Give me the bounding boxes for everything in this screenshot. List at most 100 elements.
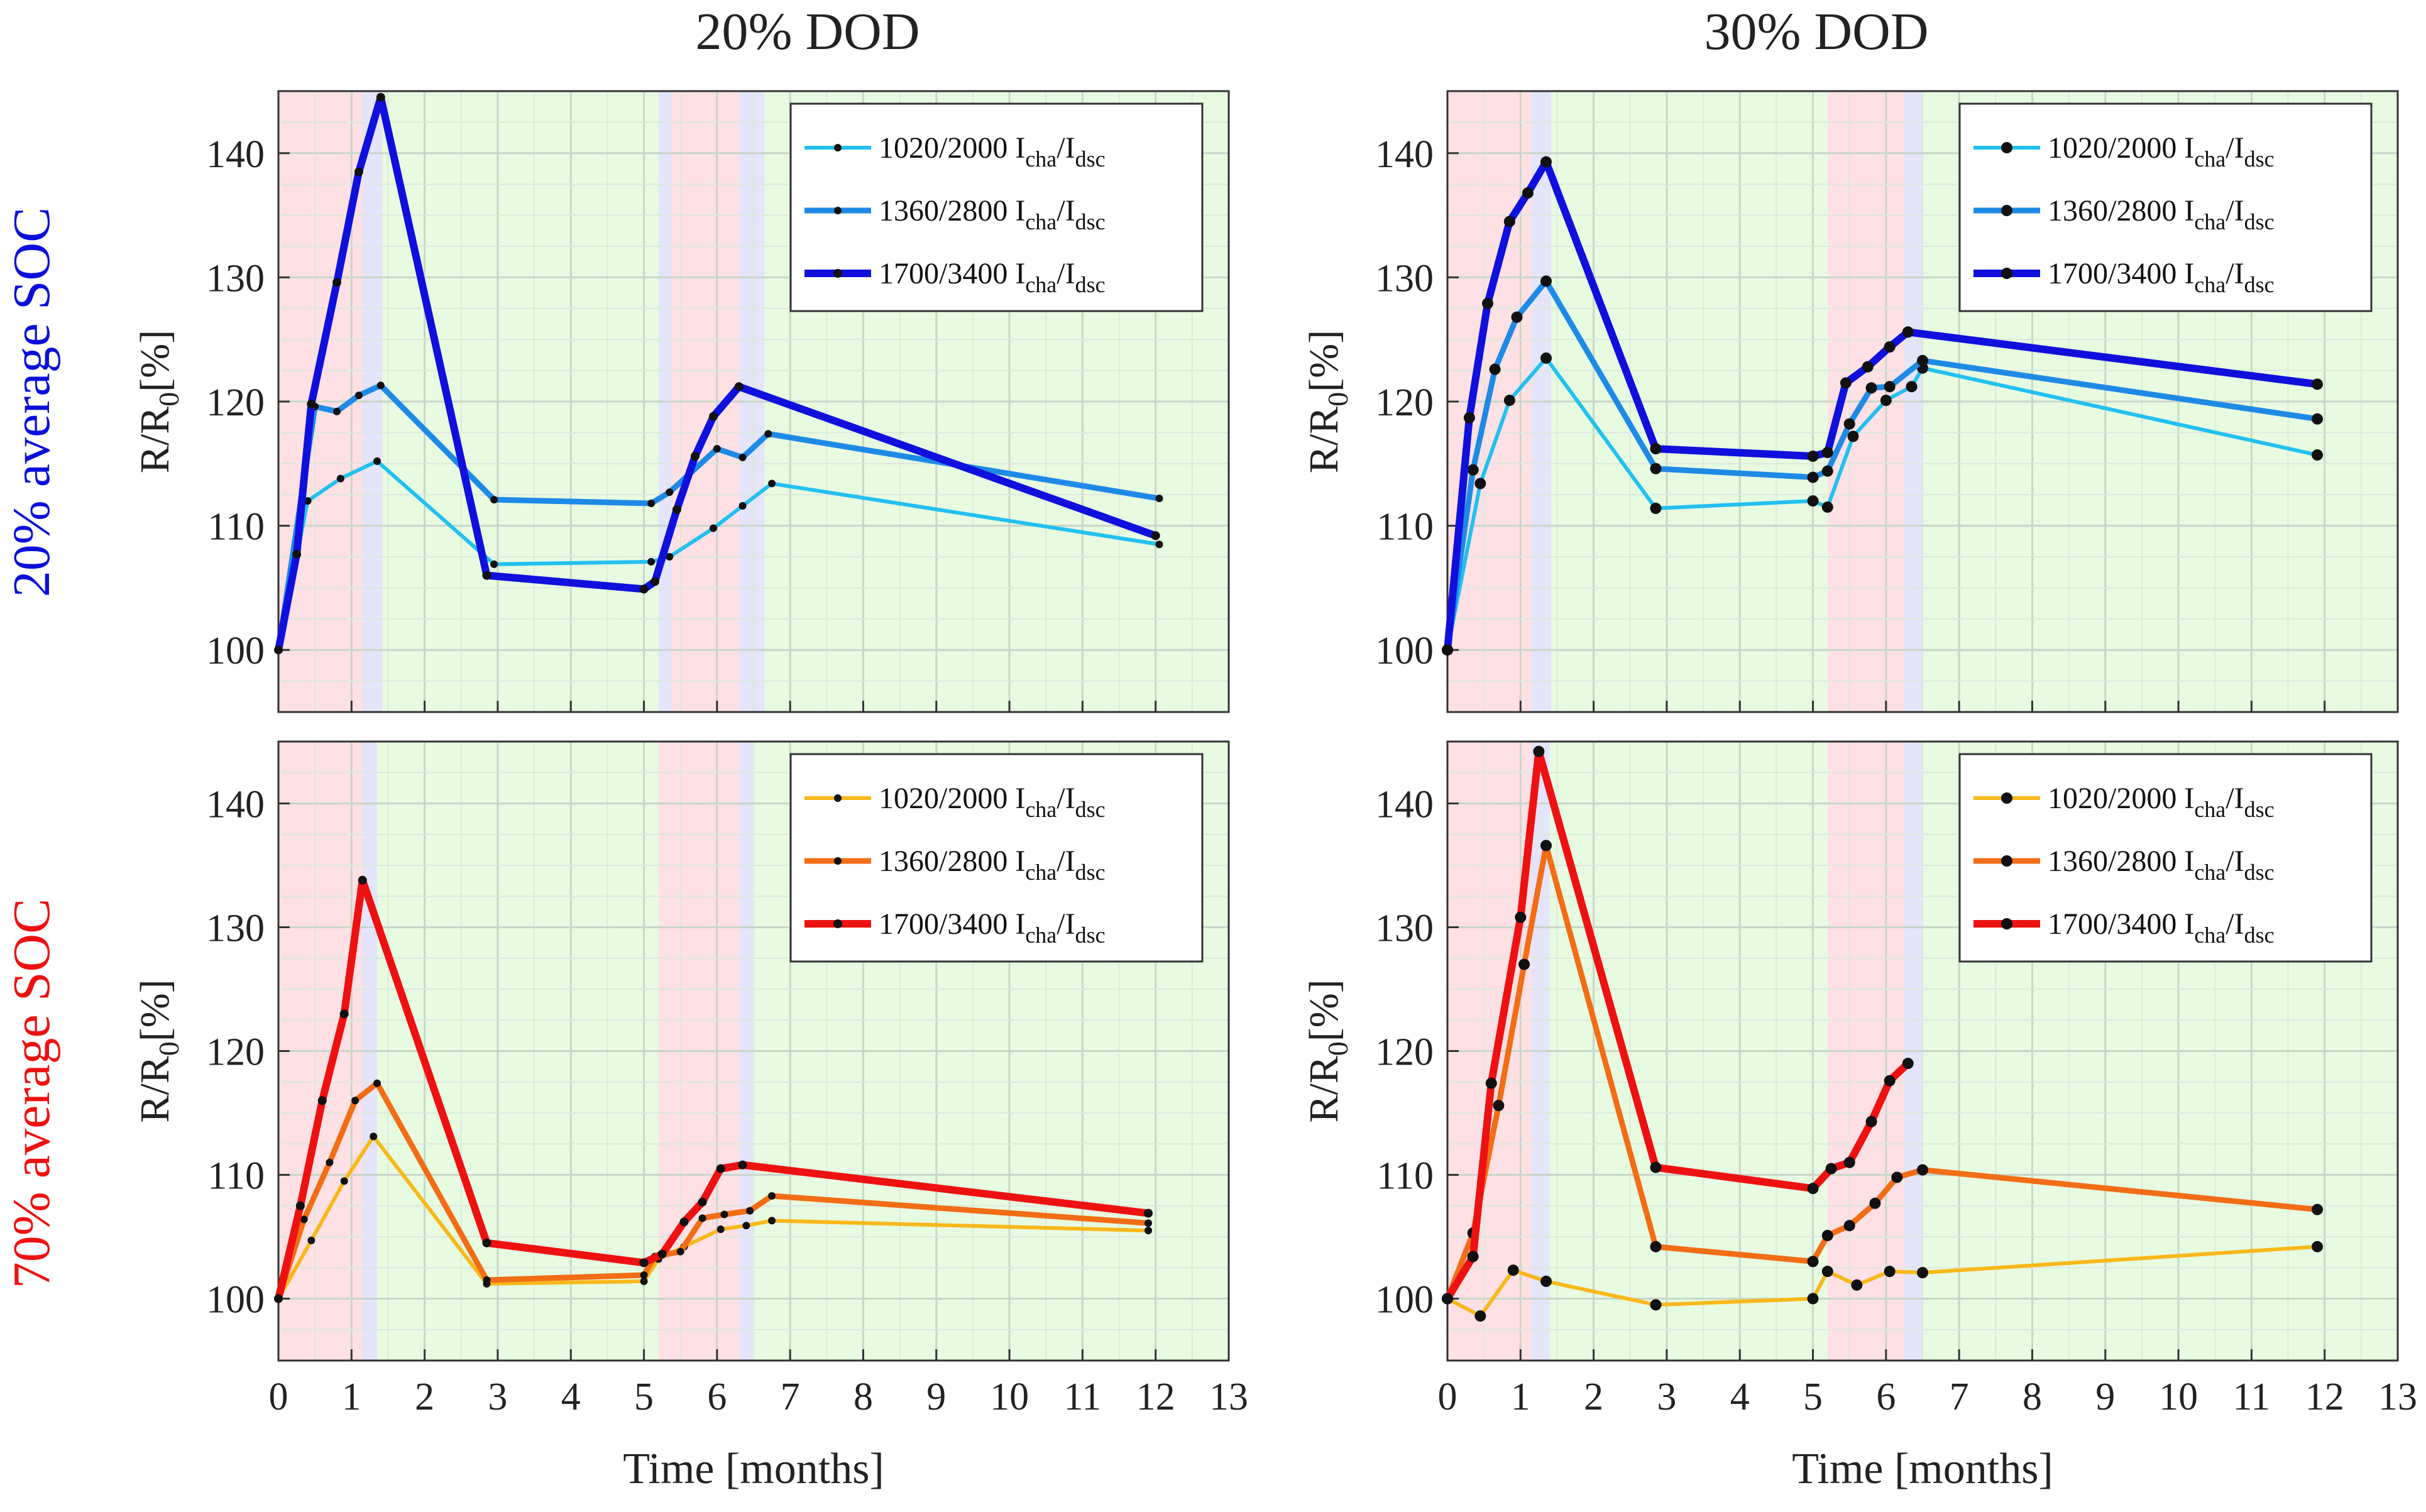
x-axis-label: Time [months] (1792, 1445, 2053, 1493)
x-tick-label: 13 (1209, 1376, 1248, 1418)
legend-marker (2001, 918, 2012, 929)
data-point (307, 399, 316, 408)
y-tick-label: 120 (206, 1031, 265, 1074)
data-point (1843, 1156, 1855, 1168)
data-point (351, 1097, 360, 1105)
x-tick-label: 9 (926, 1376, 946, 1418)
y-tick-label: 140 (1375, 784, 1434, 826)
data-point (300, 1215, 308, 1224)
data-point (746, 1207, 754, 1215)
y-tick-label: 100 (1375, 630, 1434, 672)
x-tick-label: 10 (2159, 1376, 2198, 1418)
data-point (1467, 1251, 1479, 1263)
data-point (710, 524, 718, 532)
legend-entry: 1020/2000 Icha/Idsc (879, 131, 1106, 172)
data-point (1650, 443, 1662, 455)
data-point (1821, 1230, 1833, 1242)
legend-entry: 1020/2000 Icha/Idsc (2048, 131, 2275, 172)
data-point (1493, 1100, 1505, 1112)
data-point (1884, 1075, 1896, 1087)
series-1020-2000 (275, 457, 1163, 654)
data-point (1474, 478, 1486, 490)
y-tick-label: 120 (206, 381, 265, 424)
y-tick-label: 130 (206, 907, 265, 950)
chart-tr: 100 110 120 130 140 R/R0[%] 1020/2000 Icha/Ids… (1301, 90, 2399, 713)
data-point (720, 1210, 728, 1219)
row-label-20-soc: 20% average SOC (3, 207, 61, 597)
legend-marker (2001, 205, 2012, 216)
series-1020-2000 (1442, 1241, 2324, 1322)
x-tick-label: 8 (2023, 1376, 2042, 1418)
x-tick-label: 13 (2378, 1376, 2417, 1418)
data-point (1821, 465, 1833, 477)
data-point (1821, 1266, 1833, 1278)
data-point (647, 557, 656, 566)
data-point (373, 1079, 381, 1087)
data-point (1807, 1293, 1819, 1305)
data-point (373, 457, 381, 465)
data-point (1522, 187, 1534, 199)
x-tick-label: 7 (781, 1376, 800, 1418)
data-point (339, 1009, 349, 1019)
data-point (738, 453, 747, 461)
y-tick-label: 100 (206, 630, 265, 672)
data-point (698, 1214, 706, 1222)
data-point (1807, 471, 1819, 483)
series-line (275, 1080, 1151, 1301)
data-point (1807, 1183, 1819, 1195)
series-1700-3400 (274, 92, 1160, 655)
chart-tl: 100 110 120 130 140 R/R0[%] 1020/2000 Icha/Ids… (132, 90, 1230, 713)
legend-marker (2001, 792, 2012, 804)
data-point (709, 412, 718, 421)
x-tick-label: 6 (707, 1376, 727, 1418)
x-tick-label: 2 (415, 1376, 434, 1418)
data-point (2312, 413, 2324, 425)
legend-entry: 1020/2000 Icha/Idsc (879, 782, 1106, 822)
data-point (1891, 1171, 1903, 1183)
row-label-70-soc: 70% average SOC (3, 899, 61, 1288)
legend-marker (834, 207, 842, 214)
col-title-20-dod: 20% DOD (696, 3, 920, 61)
x-axis-label: Time [months] (623, 1445, 884, 1493)
data-point (1869, 1197, 1881, 1209)
data-point (1821, 447, 1833, 459)
x-tick-label: 5 (634, 1376, 654, 1418)
data-point (1481, 297, 1493, 309)
data-point (647, 500, 656, 508)
data-point (639, 1258, 649, 1268)
y-tick-label: 140 (206, 784, 265, 826)
data-point (1540, 352, 1552, 364)
legend-entry: 1020/2000 Icha/Idsc (2048, 782, 2275, 822)
data-point (1807, 450, 1819, 462)
series-1020-2000 (1442, 352, 2324, 656)
data-point (1917, 354, 1928, 366)
data-point (370, 1132, 378, 1141)
x-tick-label: 11 (1064, 1376, 1102, 1418)
data-point (768, 479, 776, 488)
legend-entry: 1700/3400 Icha/Idsc (2048, 257, 2275, 297)
legend: 1020/2000 Icha/Idsc 1360/2800 Icha/Idsc 17… (1958, 102, 2373, 312)
data-point (1902, 1058, 1914, 1070)
y-tick-label: 110 (207, 1155, 265, 1198)
legend-marker (834, 857, 842, 865)
data-point (1807, 495, 1819, 507)
data-point (672, 505, 681, 514)
data-point (1507, 1264, 1519, 1276)
data-point (1474, 1310, 1486, 1322)
data-point (768, 1192, 776, 1200)
data-point (657, 1249, 667, 1259)
data-point (1485, 1077, 1497, 1089)
col-title-30-dod: 30% DOD (1704, 3, 1929, 61)
data-point (482, 571, 491, 580)
data-point (1155, 540, 1163, 549)
data-point (1821, 501, 1833, 513)
data-point (333, 407, 341, 415)
data-point (1151, 531, 1160, 540)
x-tick-label: 5 (1803, 1376, 1823, 1418)
legend-entry: 1360/2800 Icha/Idsc (879, 194, 1106, 234)
data-point (1540, 1275, 1552, 1287)
data-point (1865, 1115, 1877, 1127)
data-point (1442, 644, 1453, 656)
